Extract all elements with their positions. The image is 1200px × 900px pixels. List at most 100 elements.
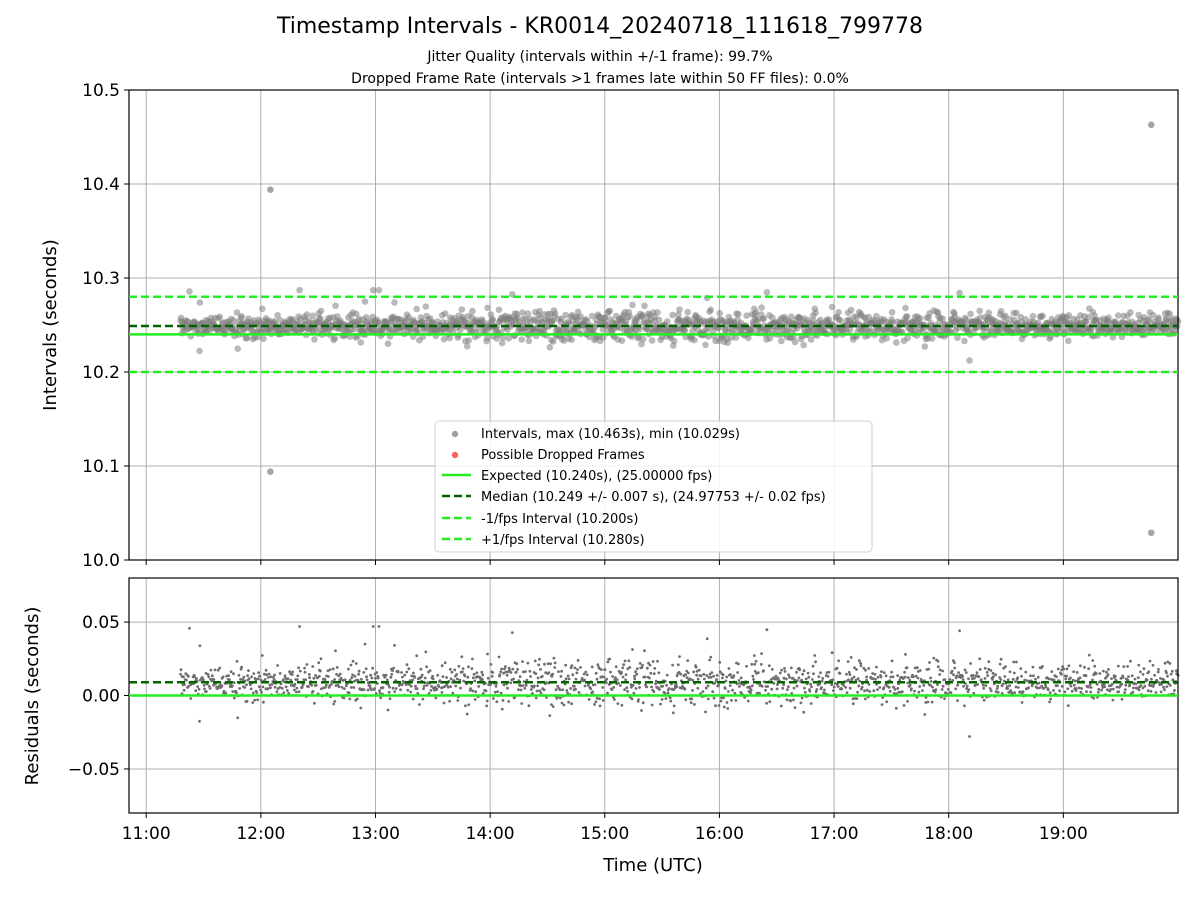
residual-point (745, 664, 748, 668)
residual-point (221, 675, 225, 679)
legend-expected: Expected (10.240s), (25.00000 fps) (481, 469, 712, 484)
residual-point (981, 683, 985, 687)
residual-point (1062, 667, 1066, 671)
residual-point (891, 675, 895, 679)
residual-point (928, 661, 931, 664)
residual-point (789, 699, 793, 703)
residual-point (387, 690, 391, 694)
residual-point (813, 654, 817, 657)
residual-point (820, 686, 823, 689)
residual-point (932, 656, 936, 660)
residual-point (890, 670, 893, 674)
residual-point (504, 665, 507, 668)
residual-point (987, 667, 990, 671)
residual-point (626, 689, 629, 693)
residual-point (689, 701, 693, 705)
residual-point (328, 668, 332, 671)
residual-point (660, 698, 664, 701)
interval-point (903, 313, 911, 320)
residual-point (719, 699, 723, 703)
residual-point (652, 672, 656, 676)
residual-point (966, 690, 970, 694)
residual-point (497, 655, 501, 659)
residual-point (701, 690, 705, 693)
residual-point (1000, 692, 1004, 695)
residual-point (249, 687, 253, 691)
residual-point (826, 675, 830, 678)
residual-point (686, 659, 690, 662)
residual-point (950, 669, 954, 673)
residual-point (669, 699, 673, 703)
interval-point (484, 304, 491, 312)
residual-point (247, 677, 251, 680)
residual-point (994, 673, 997, 677)
residual-point (471, 657, 474, 661)
residual-point (640, 666, 644, 669)
residual-point (589, 687, 592, 691)
residual-point (645, 685, 649, 689)
residual-point (609, 670, 612, 674)
residual-point (601, 686, 605, 689)
residual-point (1143, 684, 1147, 688)
bottom-y-tick-label: 0.05 (82, 613, 120, 633)
residual-point (179, 672, 183, 676)
residual-point (737, 679, 741, 682)
residual-point (1071, 678, 1075, 682)
residual-point (404, 683, 408, 686)
residual-point (405, 670, 409, 674)
interval-point (1065, 312, 1073, 319)
residual-point (327, 675, 330, 678)
residual-point (659, 702, 662, 706)
top-y-tick-label: 10.4 (82, 175, 120, 195)
residual-point (1142, 667, 1146, 671)
residual-point (390, 673, 394, 676)
residual-point (381, 686, 385, 690)
residual-point (558, 696, 562, 700)
interval-point (1127, 309, 1134, 316)
residual-point (245, 699, 249, 703)
residual-point (537, 663, 541, 667)
interval-point (800, 341, 807, 349)
residual-point (654, 679, 658, 683)
residual-point (357, 672, 360, 676)
residual-point (994, 690, 998, 694)
residual-point (1084, 674, 1088, 678)
residual-point (914, 674, 918, 678)
interval-point (495, 306, 503, 314)
bottom-y-axis-title: Residuals (seconds) (22, 607, 43, 786)
interval-point (601, 314, 609, 322)
residual-point (501, 699, 505, 702)
residual-point (229, 682, 233, 686)
residual-point (859, 661, 862, 665)
residual-point (364, 667, 368, 671)
residual-point (855, 668, 858, 671)
residual-point (896, 687, 900, 690)
interval-point (196, 299, 204, 306)
residual-point (440, 664, 444, 668)
residual-point (264, 668, 268, 672)
residual-point (429, 689, 433, 692)
residual-point (759, 663, 763, 666)
residual-point (1006, 678, 1010, 682)
residual-point (446, 685, 450, 689)
interval-point (498, 339, 506, 347)
residual-point (765, 701, 768, 705)
residual-point (633, 677, 637, 681)
residual-point (1066, 704, 1070, 707)
residual-point (1008, 670, 1012, 674)
residual-point (729, 673, 732, 676)
residual-point (631, 684, 635, 687)
residual-point (749, 688, 753, 692)
residual-point (389, 675, 393, 679)
interval-point (954, 334, 961, 342)
residual-point (1166, 660, 1170, 664)
residual-point (760, 684, 764, 688)
residual-point (461, 670, 464, 674)
residual-point (1074, 689, 1078, 692)
residual-point (207, 675, 211, 679)
residual-point (776, 676, 780, 680)
residual-point (406, 688, 410, 692)
residual-point (549, 662, 552, 666)
residual-point (416, 692, 420, 695)
residual-point (519, 688, 523, 692)
